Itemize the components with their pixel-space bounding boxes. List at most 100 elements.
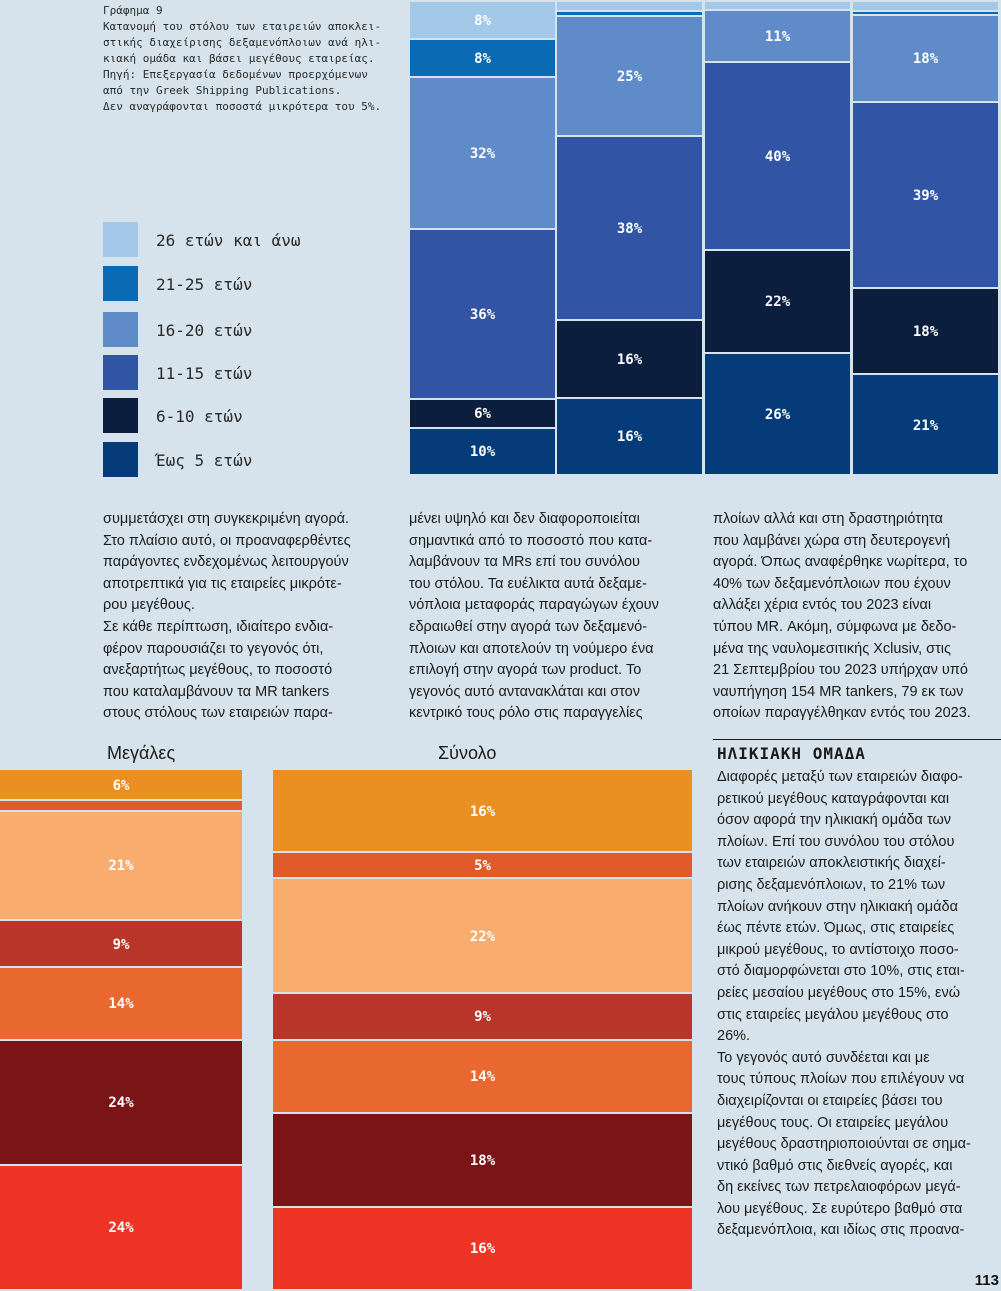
text-line: δη εκείνες των πετρελαιοφόρων μεγά-	[717, 1179, 961, 1196]
bar-segment: 22%	[705, 250, 850, 354]
text-line: κεντρικό τους ρόλο στις παραγγελίες	[409, 705, 643, 722]
text-line: που καταλαμβάνουν τα MR tankers	[103, 683, 330, 700]
bar-segment	[853, 2, 998, 12]
bar-segment: 18%	[853, 16, 998, 103]
bar-segment: 24%	[0, 1165, 242, 1291]
data-label: 6%	[474, 406, 491, 423]
data-label: 16%	[616, 351, 643, 368]
legend-label: 26 ετών και άνω	[156, 231, 301, 250]
bar-segment: 25%	[557, 16, 702, 138]
data-label: 18%	[912, 324, 939, 341]
chart-caption: Γράφημα 9 Κατανομή του στόλου των εταιρε…	[103, 3, 403, 115]
data-label: 18%	[469, 1152, 496, 1169]
text-line: ρετικού μεγέθους καταγράφονται και	[717, 790, 950, 807]
text-line: μεγέθους τους. Οι εταιρείες μεγάλου	[717, 1114, 949, 1131]
bar-segment: 8%	[410, 39, 555, 78]
text-line: ανεξαρτήτως μεγέθους, το ποσοστό	[103, 662, 333, 679]
text-line: διαχειρίζονται οι εταιρείες βάσει του	[717, 1092, 943, 1109]
bar-segment: 14%	[0, 967, 242, 1041]
caption-line: Κατανομή του στόλου των εταιρειών αποκλε…	[103, 20, 382, 33]
text-column-4: Διαφορές μεταξύ των εταιρειών διαφο-ρετι…	[717, 767, 1001, 1242]
bar-segment: 6%	[0, 770, 242, 802]
bar-segment	[557, 11, 702, 17]
data-label: 9%	[112, 936, 130, 953]
text-line: σημαντικά από το ποσοστό που κατα-	[409, 532, 653, 549]
text-line: πλοίων. Επί του συνόλου του στόλου	[717, 833, 955, 850]
text-line: 40% των δεξαμενόπλοιων που έχουν	[713, 575, 951, 592]
text-line: λαμβάνουν τα MRs επί του συνόλου	[409, 554, 640, 571]
data-label: 39%	[912, 187, 939, 204]
text-line: στους στόλους των εταιρειών παρα-	[103, 705, 333, 722]
text-line: τύπου MR. Ακόμη, σύμφωνα με δεδο-	[713, 618, 957, 635]
caption-line: από την Greek Shipping Publications.	[103, 84, 342, 97]
text-line: πλοίων ανήκουν στην ηλικιακή ομάδα	[717, 898, 958, 915]
text-line: λου μεγέθους. Σε ευρύτερο βαθμό στα	[717, 1200, 963, 1217]
caption-line: Πηγή: Επεξεργασία δεδομένων προερχόμενων	[103, 68, 368, 81]
bar-segment: 40%	[705, 63, 850, 251]
data-label: 9%	[474, 1009, 491, 1026]
data-label: 16%	[616, 429, 643, 446]
data-label: 14%	[469, 1069, 496, 1086]
heading-divider	[713, 739, 1001, 740]
text-line: νόπλοια μεταφοράς παραγώγων έχουν	[409, 597, 659, 614]
text-line: Το γεγονός αυτό συνδέεται και με	[717, 1049, 930, 1066]
legend-swatch	[103, 266, 138, 301]
bar-segment: 36%	[410, 229, 555, 401]
legend-swatch	[103, 222, 138, 257]
legend-label: 16-20 ετών	[156, 321, 253, 340]
text-line: παράγοντες ενδεχομένως λειτουργούν	[103, 554, 349, 571]
text-line: Σε κάθε περίπτωση, ιδιαίτερο ενδια-	[103, 618, 334, 635]
data-label: 22%	[469, 928, 496, 945]
bar-segment: 38%	[557, 137, 702, 322]
bar-segment	[853, 11, 998, 17]
bar-segment: 14%	[273, 1040, 692, 1114]
text-column-3: πλοίων αλλά και στη δραστηριότητα που λαμ…	[713, 509, 1001, 725]
bar-segment: 9%	[0, 921, 242, 968]
legend-item: 16-20 ετών	[103, 312, 363, 348]
text-line: ρισης δεξαμενόπλοιων, το 21% των	[717, 876, 946, 893]
legend-item: 21-25 ετών	[103, 266, 363, 302]
text-line: οποίων παραγγέλθηκαν εντός του 2023.	[713, 705, 971, 722]
bar-segment: 16%	[273, 770, 692, 854]
legend-label: Έως 5 ετών	[156, 451, 253, 470]
legend-item: 26 ετών και άνω	[103, 222, 363, 258]
bar-segment	[0, 801, 242, 812]
data-label: 32%	[469, 145, 496, 162]
data-label: 25%	[616, 68, 643, 85]
legend-label: 11-15 ετών	[156, 364, 253, 383]
text-line: στό διαμορφώνεται στο 10%, στις εται-	[717, 963, 965, 980]
text-line: τους τύπους πλοίων που επιλέγουν να	[717, 1071, 965, 1088]
legend-item: 6-10 ετών	[103, 398, 363, 434]
bar-segment: 16%	[273, 1207, 692, 1291]
bar-segment: 5%	[273, 853, 692, 880]
text-line: αγορά. Όπως αναφέρθηκε νωρίτερα, το	[713, 554, 968, 571]
data-label: 16%	[469, 803, 496, 820]
bar-segment: 18%	[853, 289, 998, 376]
text-line: αποτρεπτικά για τις εταιρείες μικρότε-	[103, 575, 342, 592]
data-label: 16%	[469, 1241, 496, 1258]
bar-segment: 32%	[410, 77, 555, 230]
text-line: πλοιων και αποτελούν τη νούμερο ένα	[409, 640, 654, 657]
page-number: 113	[974, 1272, 999, 1289]
text-line: ρείες μεσαίου μεγέθους στο 15%, ενώ	[717, 984, 961, 1001]
text-line: 21 Σεπτεμβρίου του 2023 υπήρχαν υπό	[713, 662, 968, 679]
legend-swatch	[103, 355, 138, 390]
legend-swatch	[103, 442, 138, 477]
text-line: που λαμβάνει χώρα στη δευτερογενή	[713, 532, 951, 549]
data-label: 26%	[764, 406, 791, 423]
legend-item: 11-15 ετών	[103, 355, 363, 391]
text-line: αλλάξει χέρια εντός του 2023 είναι	[713, 597, 932, 614]
text-line: στις εταιρείες μεγάλου μεγέθους στο	[717, 1006, 949, 1023]
text-line: έως πέντε ετών. Όμως, στις εταιρείες	[717, 920, 955, 937]
text-line: ντικό βαθμό στις διεθνείς αγορές, και	[717, 1157, 953, 1174]
text-line: μεγέθους δραστηριοποιούνται σε σημα-	[717, 1136, 971, 1153]
bar-segment: 16%	[557, 321, 702, 399]
bar-segment: 21%	[853, 375, 998, 476]
text-line: όσον αφορά την ηλικιακή ομάδα των	[717, 812, 952, 829]
text-line: Διαφορές μεταξύ των εταιρειών διαφο-	[717, 769, 963, 785]
bar-segment: 16%	[557, 398, 702, 476]
bar-segment: 9%	[273, 994, 692, 1041]
text-line: των εταιρειών αποκλειστικής διαχεί-	[717, 855, 946, 872]
caption-line: Γράφημα 9	[103, 4, 163, 17]
chart-title-large: Μεγάλες	[107, 743, 176, 763]
